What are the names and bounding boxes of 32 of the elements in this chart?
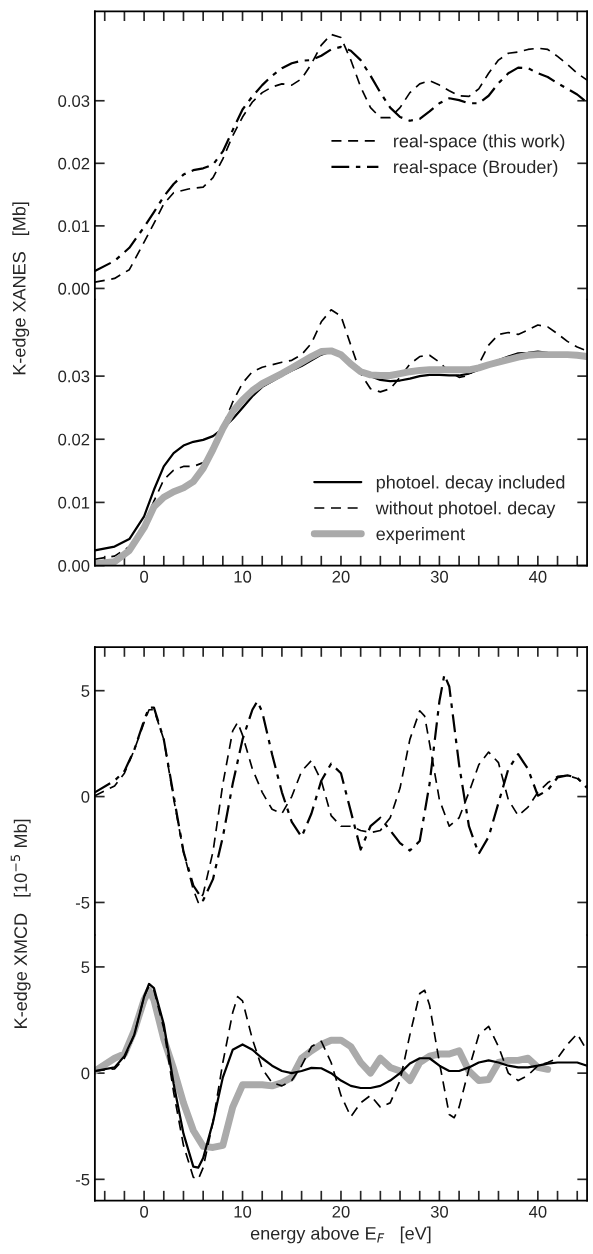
- legend-label: real-space (Brouder): [394, 160, 558, 177]
- y-tick-label: 0.03: [58, 370, 90, 383]
- y-tick-label: 0.00: [58, 559, 90, 572]
- y-tick-label: 5: [81, 961, 90, 974]
- y-tick-label: 5: [81, 685, 90, 697]
- y-tick-label: 0.02: [58, 157, 90, 170]
- x-tick-label: 10: [234, 570, 252, 583]
- y-tick-label: 0.01: [58, 220, 90, 233]
- y-tick-label: 0.01: [58, 496, 90, 509]
- text: energy above E$_{F}$ [eV]: [250, 1226, 431, 1244]
- x-tick-label: 0: [140, 1205, 149, 1218]
- x-tick-label: 40: [528, 1205, 547, 1218]
- legend-label: real-space (this work): [394, 134, 565, 151]
- x-tick-label: 30: [430, 1205, 449, 1218]
- x-tick-label: 40: [528, 570, 547, 583]
- x-tick-label: 0: [140, 570, 149, 583]
- x-tick-label: 10: [234, 1205, 252, 1218]
- y-tick-label: 0.02: [58, 433, 90, 446]
- legend-label: photoel. decay included: [376, 475, 565, 493]
- y-tick-label: -5: [75, 1173, 90, 1186]
- y-tick-label: 0: [81, 1067, 90, 1080]
- y-tick-label: -5: [75, 897, 90, 909]
- y-tick-label: 0.00: [58, 282, 90, 295]
- legend-label: experiment: [376, 527, 465, 544]
- legend-label: without photoel. decay: [375, 501, 556, 519]
- x-tick-label: 30: [430, 570, 449, 583]
- y-axis-title: K-edge XMCD [10$^{−5}$ Mb]: [10, 819, 31, 1028]
- x-tick-label: 20: [332, 570, 350, 583]
- x-tick-label: 20: [332, 1205, 350, 1218]
- y-tick-label: 0.03: [58, 95, 90, 107]
- y-tick-label: 0: [81, 790, 90, 803]
- y-axis-title: K-edge XANES [Mb]: [12, 202, 30, 375]
